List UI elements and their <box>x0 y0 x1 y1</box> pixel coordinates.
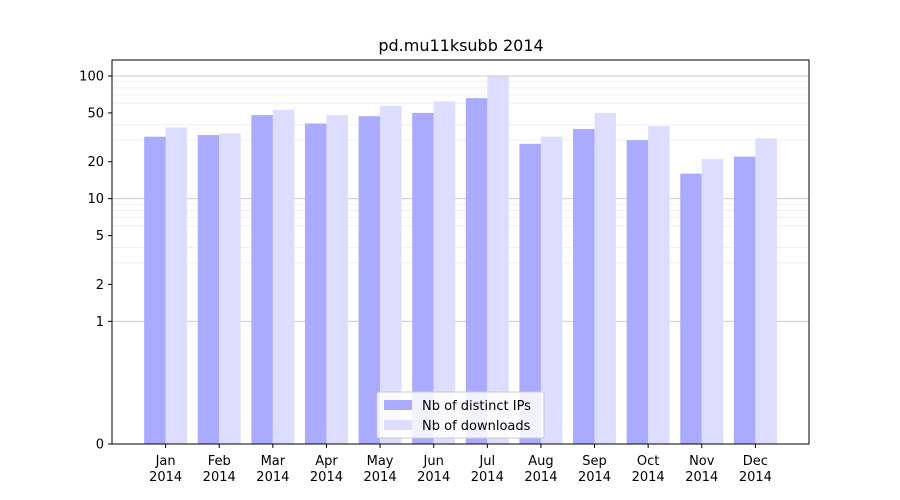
bars <box>144 76 777 445</box>
x-tick-label: Aug 2014 <box>524 454 557 485</box>
plot-frame <box>111 59 810 445</box>
x-tick-label: Jan 2014 <box>149 454 182 485</box>
x-tick-label: May 2014 <box>364 454 397 485</box>
bar-distinct-ips-9 <box>573 128 595 444</box>
bar-distinct-ips-8 <box>519 143 541 444</box>
y-tick-label: 2 <box>96 278 104 293</box>
bar-downloads-1 <box>165 127 188 445</box>
y-tick-label: 100 <box>79 69 104 84</box>
x-tick-label: Feb 2014 <box>203 454 236 485</box>
bar-downloads-9 <box>594 112 617 445</box>
bar-downloads-3 <box>272 109 295 445</box>
bar-distinct-ips-3 <box>251 115 273 445</box>
bar-distinct-ips-2 <box>197 135 220 445</box>
bar-downloads-10 <box>648 126 670 444</box>
x-tick-label: Mar 2014 <box>256 454 289 485</box>
bar-distinct-ips-6 <box>412 112 434 445</box>
bar-distinct-ips-10 <box>626 140 649 444</box>
bar-distinct-ips-12 <box>733 156 756 444</box>
bar-downloads-6 <box>433 101 456 444</box>
bar-downloads-5 <box>380 105 402 444</box>
y-tick-label: 0 <box>96 438 104 453</box>
bar-downloads-8 <box>540 136 563 444</box>
bar-distinct-ips-4 <box>304 123 327 445</box>
y-tick-label: 20 <box>87 155 104 170</box>
y-tick-label: 10 <box>87 192 104 207</box>
bar-distinct-ips-1 <box>144 136 166 444</box>
legend: Nb of distinct IPs Nb of downloads <box>376 391 545 439</box>
y-tick-label: 50 <box>87 106 104 121</box>
bar-downloads-4 <box>326 115 348 445</box>
x-tick-label: Apr 2014 <box>310 454 343 485</box>
x-tick-label: Jul 2014 <box>471 454 504 485</box>
chart-title: pd.mu11ksubb 2014 <box>378 36 543 55</box>
x-tick-label: Sep 2014 <box>578 454 611 485</box>
x-axis: Jan 2014 Feb 2014 Mar 2014 Apr 2014 May 2014 Jun 20… <box>149 444 772 485</box>
bar-distinct-ips-5 <box>358 116 381 444</box>
x-tick-label: Nov 2014 <box>685 454 718 485</box>
legend-swatch <box>384 400 412 410</box>
bar-distinct-ips-11 <box>680 173 702 445</box>
x-tick-label: Jun 2014 <box>417 454 450 485</box>
legend-swatch <box>384 420 412 430</box>
bar-downloads-11 <box>701 159 724 445</box>
bar-downloads-2 <box>219 133 241 444</box>
legend-box <box>376 391 545 439</box>
y-tick-label: 1 <box>96 315 104 330</box>
bar-downloads-12 <box>755 138 777 444</box>
bar-distinct-ips-7 <box>465 98 488 444</box>
y-axis: 0 1 2 5 10 20 50 100 <box>79 69 112 453</box>
bar-downloads-7 <box>487 76 509 444</box>
y-tick-label: 5 <box>96 229 104 244</box>
legend-label: Nb of downloads <box>422 419 531 434</box>
x-tick-label: Oct 2014 <box>632 454 665 485</box>
x-tick-label: Dec 2014 <box>739 454 772 485</box>
legend-label: Nb of distinct IPs <box>422 399 531 414</box>
